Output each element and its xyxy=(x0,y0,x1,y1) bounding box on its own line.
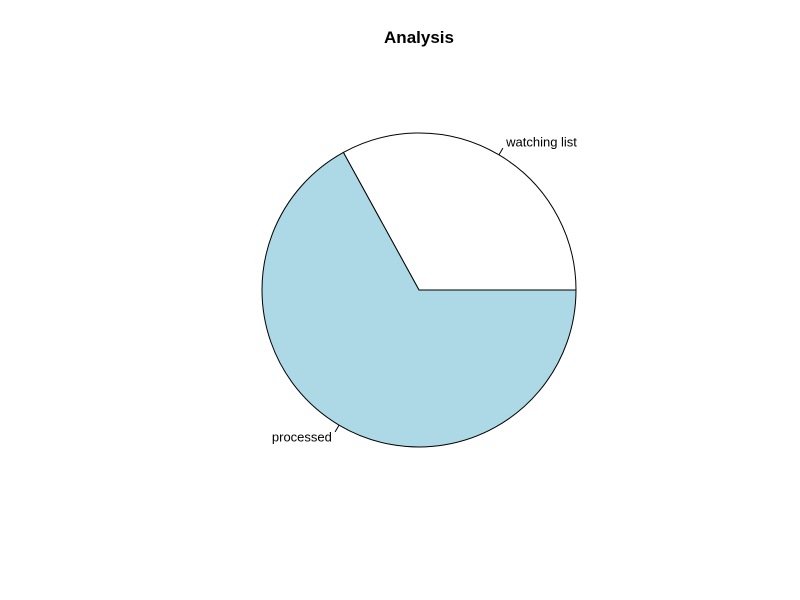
slice-label: watching list xyxy=(505,135,577,150)
slice-label: processed xyxy=(272,429,332,444)
slice-label-tick xyxy=(334,424,340,433)
pie-slice-watching-list xyxy=(342,132,577,291)
pie-slice-processed xyxy=(261,151,577,448)
slice-label-tick xyxy=(498,147,504,156)
chart-title: Analysis xyxy=(384,28,454,47)
